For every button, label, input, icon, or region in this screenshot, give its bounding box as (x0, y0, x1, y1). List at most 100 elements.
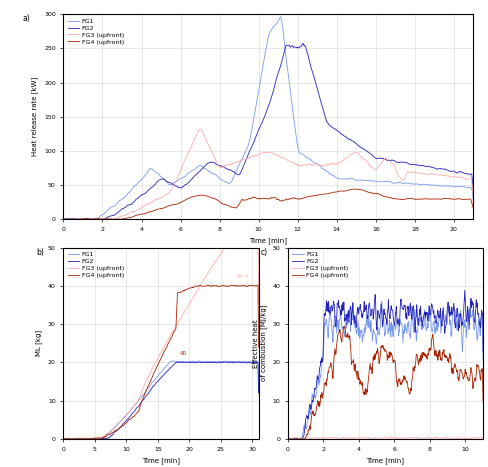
Line: FG1: FG1 (288, 302, 483, 439)
FG1 (81, 217, 87, 222)
FG1 (476, 317, 482, 322)
FG4 (upfront) (353, 186, 359, 192)
FG2 (462, 288, 468, 293)
FG3 (upfront) (470, 194, 476, 199)
FG2 (111, 430, 117, 436)
FG4 (upfront) (309, 193, 315, 199)
Y-axis label: ML [kg]: ML [kg] (36, 330, 42, 356)
FG4 (upfront) (480, 399, 486, 404)
FG2 (323, 115, 328, 121)
FG1 (278, 14, 284, 20)
FG4 (upfront) (111, 429, 117, 435)
FG3 (upfront) (208, 266, 214, 271)
FG3 (upfront) (86, 217, 92, 222)
FG1 (378, 315, 384, 321)
FG3 (upfront) (414, 170, 420, 176)
FG1 (323, 168, 328, 173)
FG1 (95, 436, 101, 442)
FG2 (379, 308, 385, 313)
FG2 (208, 360, 214, 365)
FG1 (372, 178, 378, 184)
FG3 (upfront) (390, 435, 396, 441)
FG4 (upfront) (191, 284, 197, 290)
Y-axis label: Effective heat
of combustion [MJ/kg]: Effective heat of combustion [MJ/kg] (253, 305, 267, 382)
FG4 (upfront) (446, 356, 451, 362)
FG2 (70, 436, 76, 442)
FG4 (upfront) (61, 436, 66, 442)
X-axis label: Time [min]: Time [min] (142, 457, 180, 464)
FG2 (223, 359, 229, 365)
FG4 (upfront) (470, 205, 476, 211)
Line: FG3 (upfront): FG3 (upfront) (63, 129, 473, 219)
FG3 (upfront) (401, 436, 407, 441)
FG3 (upfront) (86, 217, 92, 222)
Line: FG3 (upfront): FG3 (upfront) (288, 437, 483, 439)
FG2 (176, 360, 182, 365)
FG3 (upfront) (372, 167, 378, 173)
FG4 (upfront) (176, 290, 182, 295)
FG3 (upfront) (442, 434, 448, 440)
FG2 (299, 42, 305, 47)
FG1 (300, 151, 305, 157)
Line: FG2: FG2 (288, 290, 483, 439)
FG2 (372, 156, 378, 161)
FG1 (391, 322, 397, 328)
Legend: FG1, FG2, FG3 (upfront), FG4 (upfront): FG1, FG2, FG3 (upfront), FG4 (upfront) (291, 251, 349, 279)
FG1 (379, 307, 385, 313)
FG4 (upfront) (256, 345, 262, 350)
FG1 (176, 359, 182, 365)
Text: a): a) (22, 14, 30, 23)
FG2 (310, 71, 316, 77)
FG3 (upfront) (149, 366, 155, 372)
FG3 (upfront) (480, 436, 486, 441)
FG3 (upfront) (176, 319, 182, 325)
FG3 (upfront) (427, 436, 433, 442)
FG3 (upfront) (476, 435, 482, 440)
FG4 (upfront) (285, 436, 291, 442)
FG4 (upfront) (402, 376, 407, 382)
FG4 (upfront) (86, 216, 92, 221)
FG2 (95, 436, 101, 442)
FG1 (191, 358, 197, 364)
Text: c): c) (261, 248, 268, 256)
FG1 (73, 436, 79, 442)
Line: FG2: FG2 (63, 43, 473, 219)
FG4 (upfront) (208, 283, 214, 289)
FG2 (256, 390, 262, 396)
Line: FG1: FG1 (63, 361, 259, 439)
FG1 (241, 358, 246, 364)
Text: 54.4: 54.4 (237, 274, 249, 279)
FG1 (470, 198, 476, 203)
FG3 (upfront) (66, 436, 72, 442)
Line: FG2: FG2 (63, 362, 259, 439)
FG1 (208, 359, 214, 364)
FG2 (300, 40, 306, 46)
FG3 (upfront) (379, 435, 385, 441)
FG3 (upfront) (300, 163, 305, 169)
FG1 (61, 436, 66, 442)
FG2 (285, 436, 291, 442)
FG4 (upfront) (391, 357, 397, 362)
FG4 (upfront) (341, 324, 347, 329)
FG3 (upfront) (191, 293, 197, 299)
FG2 (149, 385, 155, 390)
Line: FG4 (upfront): FG4 (upfront) (288, 326, 483, 439)
FG4 (upfront) (65, 436, 71, 442)
FG4 (upfront) (299, 196, 305, 201)
FG3 (upfront) (256, 301, 262, 307)
FG2 (61, 217, 66, 222)
FG4 (upfront) (476, 365, 482, 371)
FG2 (91, 217, 97, 222)
FG3 (upfront) (61, 217, 66, 222)
FG2 (476, 314, 482, 320)
FG2 (86, 216, 92, 222)
FG2 (470, 188, 476, 194)
FG3 (upfront) (285, 436, 291, 441)
FG4 (upfront) (372, 191, 378, 197)
FG3 (upfront) (323, 162, 328, 168)
FG1 (446, 300, 451, 306)
FG3 (upfront) (255, 212, 261, 218)
Legend: FG1, FG2, FG3 (upfront), FG4 (upfront): FG1, FG2, FG3 (upfront), FG4 (upfront) (66, 17, 125, 46)
FG3 (upfront) (310, 163, 316, 168)
FG4 (upfront) (378, 344, 384, 349)
